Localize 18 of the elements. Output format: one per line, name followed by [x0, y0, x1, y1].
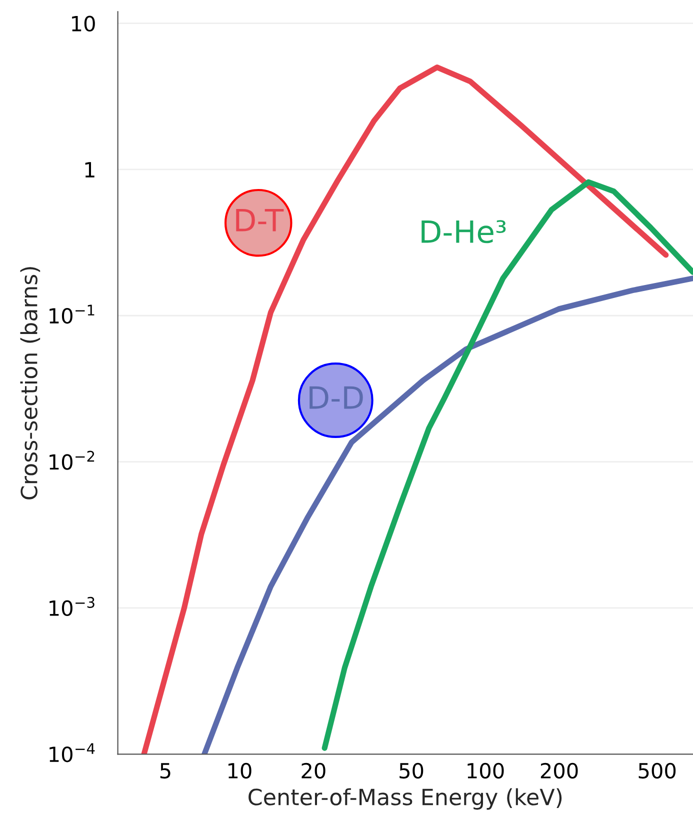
- y-tick-label: 10$^{−2}$: [50, 450, 94, 470]
- y-tick-label: 1: [85, 162, 94, 178]
- x-tick-label: 200: [540, 762, 578, 779]
- y-tick-label: 10$^{−4}$: [50, 743, 95, 762]
- y-axis-title: Cross-section (barns): [20, 267, 40, 500]
- x-tick-label: 500: [638, 762, 676, 779]
- y-tick-label: 10$^{−3}$: [50, 596, 94, 616]
- x-tick-label: 50: [400, 762, 424, 779]
- y-tick-label: 10$^{−1}$: [50, 304, 94, 324]
- y-tick-label: 10: [72, 16, 95, 32]
- x-tick-label: 10: [228, 762, 252, 779]
- x-tick-label: 5: [160, 763, 170, 779]
- series-label: D-D: [310, 386, 363, 409]
- x-tick-label: 100: [468, 762, 504, 779]
- series-label: D-He³: [422, 220, 506, 244]
- x-tick-label: 20: [302, 762, 326, 779]
- x-axis-title: Center-of-Mass Energy (keV): [248, 788, 562, 810]
- series-label: D-T: [236, 208, 284, 232]
